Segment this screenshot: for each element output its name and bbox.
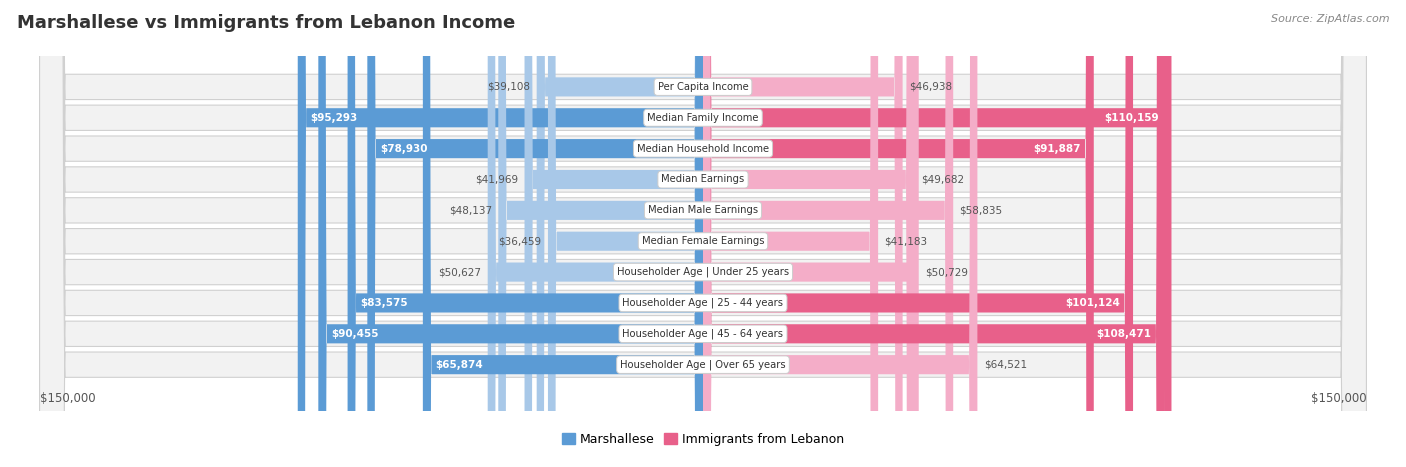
FancyBboxPatch shape	[703, 0, 914, 467]
FancyBboxPatch shape	[39, 0, 1367, 467]
FancyBboxPatch shape	[498, 0, 703, 467]
Text: $64,521: $64,521	[984, 360, 1026, 370]
FancyBboxPatch shape	[488, 0, 703, 467]
FancyBboxPatch shape	[39, 0, 1367, 467]
Text: $46,938: $46,938	[910, 82, 952, 92]
FancyBboxPatch shape	[423, 0, 703, 467]
FancyBboxPatch shape	[703, 0, 977, 467]
Text: $39,108: $39,108	[488, 82, 530, 92]
FancyBboxPatch shape	[347, 0, 703, 467]
Text: $50,627: $50,627	[439, 267, 481, 277]
FancyBboxPatch shape	[39, 0, 1367, 467]
FancyBboxPatch shape	[39, 0, 1367, 467]
FancyBboxPatch shape	[39, 0, 1367, 467]
Text: Median Male Earnings: Median Male Earnings	[648, 205, 758, 215]
FancyBboxPatch shape	[537, 0, 703, 467]
Text: $95,293: $95,293	[311, 113, 357, 123]
Text: Marshallese vs Immigrants from Lebanon Income: Marshallese vs Immigrants from Lebanon I…	[17, 14, 515, 32]
Text: Median Household Income: Median Household Income	[637, 144, 769, 154]
Text: $78,930: $78,930	[380, 144, 427, 154]
FancyBboxPatch shape	[703, 0, 1164, 467]
Text: $91,887: $91,887	[1033, 144, 1081, 154]
Text: $110,159: $110,159	[1104, 113, 1159, 123]
FancyBboxPatch shape	[39, 0, 1367, 467]
Text: Median Earnings: Median Earnings	[661, 175, 745, 184]
Text: Per Capita Income: Per Capita Income	[658, 82, 748, 92]
FancyBboxPatch shape	[703, 0, 1171, 467]
Text: $83,575: $83,575	[360, 298, 408, 308]
FancyBboxPatch shape	[703, 0, 1094, 467]
FancyBboxPatch shape	[703, 0, 1133, 467]
Text: Householder Age | 45 - 64 years: Householder Age | 45 - 64 years	[623, 329, 783, 339]
FancyBboxPatch shape	[703, 0, 879, 467]
Text: $41,183: $41,183	[884, 236, 928, 246]
FancyBboxPatch shape	[548, 0, 703, 467]
FancyBboxPatch shape	[39, 0, 1367, 467]
FancyBboxPatch shape	[703, 0, 918, 467]
Text: $50,729: $50,729	[925, 267, 969, 277]
Text: $58,835: $58,835	[959, 205, 1002, 215]
FancyBboxPatch shape	[318, 0, 703, 467]
Text: $48,137: $48,137	[449, 205, 492, 215]
FancyBboxPatch shape	[703, 0, 903, 467]
Text: Source: ZipAtlas.com: Source: ZipAtlas.com	[1271, 14, 1389, 24]
Text: $36,459: $36,459	[499, 236, 541, 246]
Legend: Marshallese, Immigrants from Lebanon: Marshallese, Immigrants from Lebanon	[557, 428, 849, 451]
FancyBboxPatch shape	[703, 0, 953, 467]
Text: Median Family Income: Median Family Income	[647, 113, 759, 123]
Text: Householder Age | 25 - 44 years: Householder Age | 25 - 44 years	[623, 297, 783, 308]
Text: $90,455: $90,455	[330, 329, 378, 339]
FancyBboxPatch shape	[367, 0, 703, 467]
Text: $150,000: $150,000	[39, 392, 96, 405]
Text: $108,471: $108,471	[1097, 329, 1152, 339]
FancyBboxPatch shape	[298, 0, 703, 467]
Text: $65,874: $65,874	[436, 360, 484, 370]
Text: $150,000: $150,000	[1310, 392, 1367, 405]
FancyBboxPatch shape	[524, 0, 703, 467]
Text: Householder Age | Over 65 years: Householder Age | Over 65 years	[620, 360, 786, 370]
Text: Median Female Earnings: Median Female Earnings	[641, 236, 765, 246]
FancyBboxPatch shape	[39, 0, 1367, 467]
Text: $49,682: $49,682	[921, 175, 963, 184]
Text: $101,124: $101,124	[1066, 298, 1121, 308]
FancyBboxPatch shape	[39, 0, 1367, 467]
FancyBboxPatch shape	[39, 0, 1367, 467]
Text: $41,969: $41,969	[475, 175, 519, 184]
Text: Householder Age | Under 25 years: Householder Age | Under 25 years	[617, 267, 789, 277]
